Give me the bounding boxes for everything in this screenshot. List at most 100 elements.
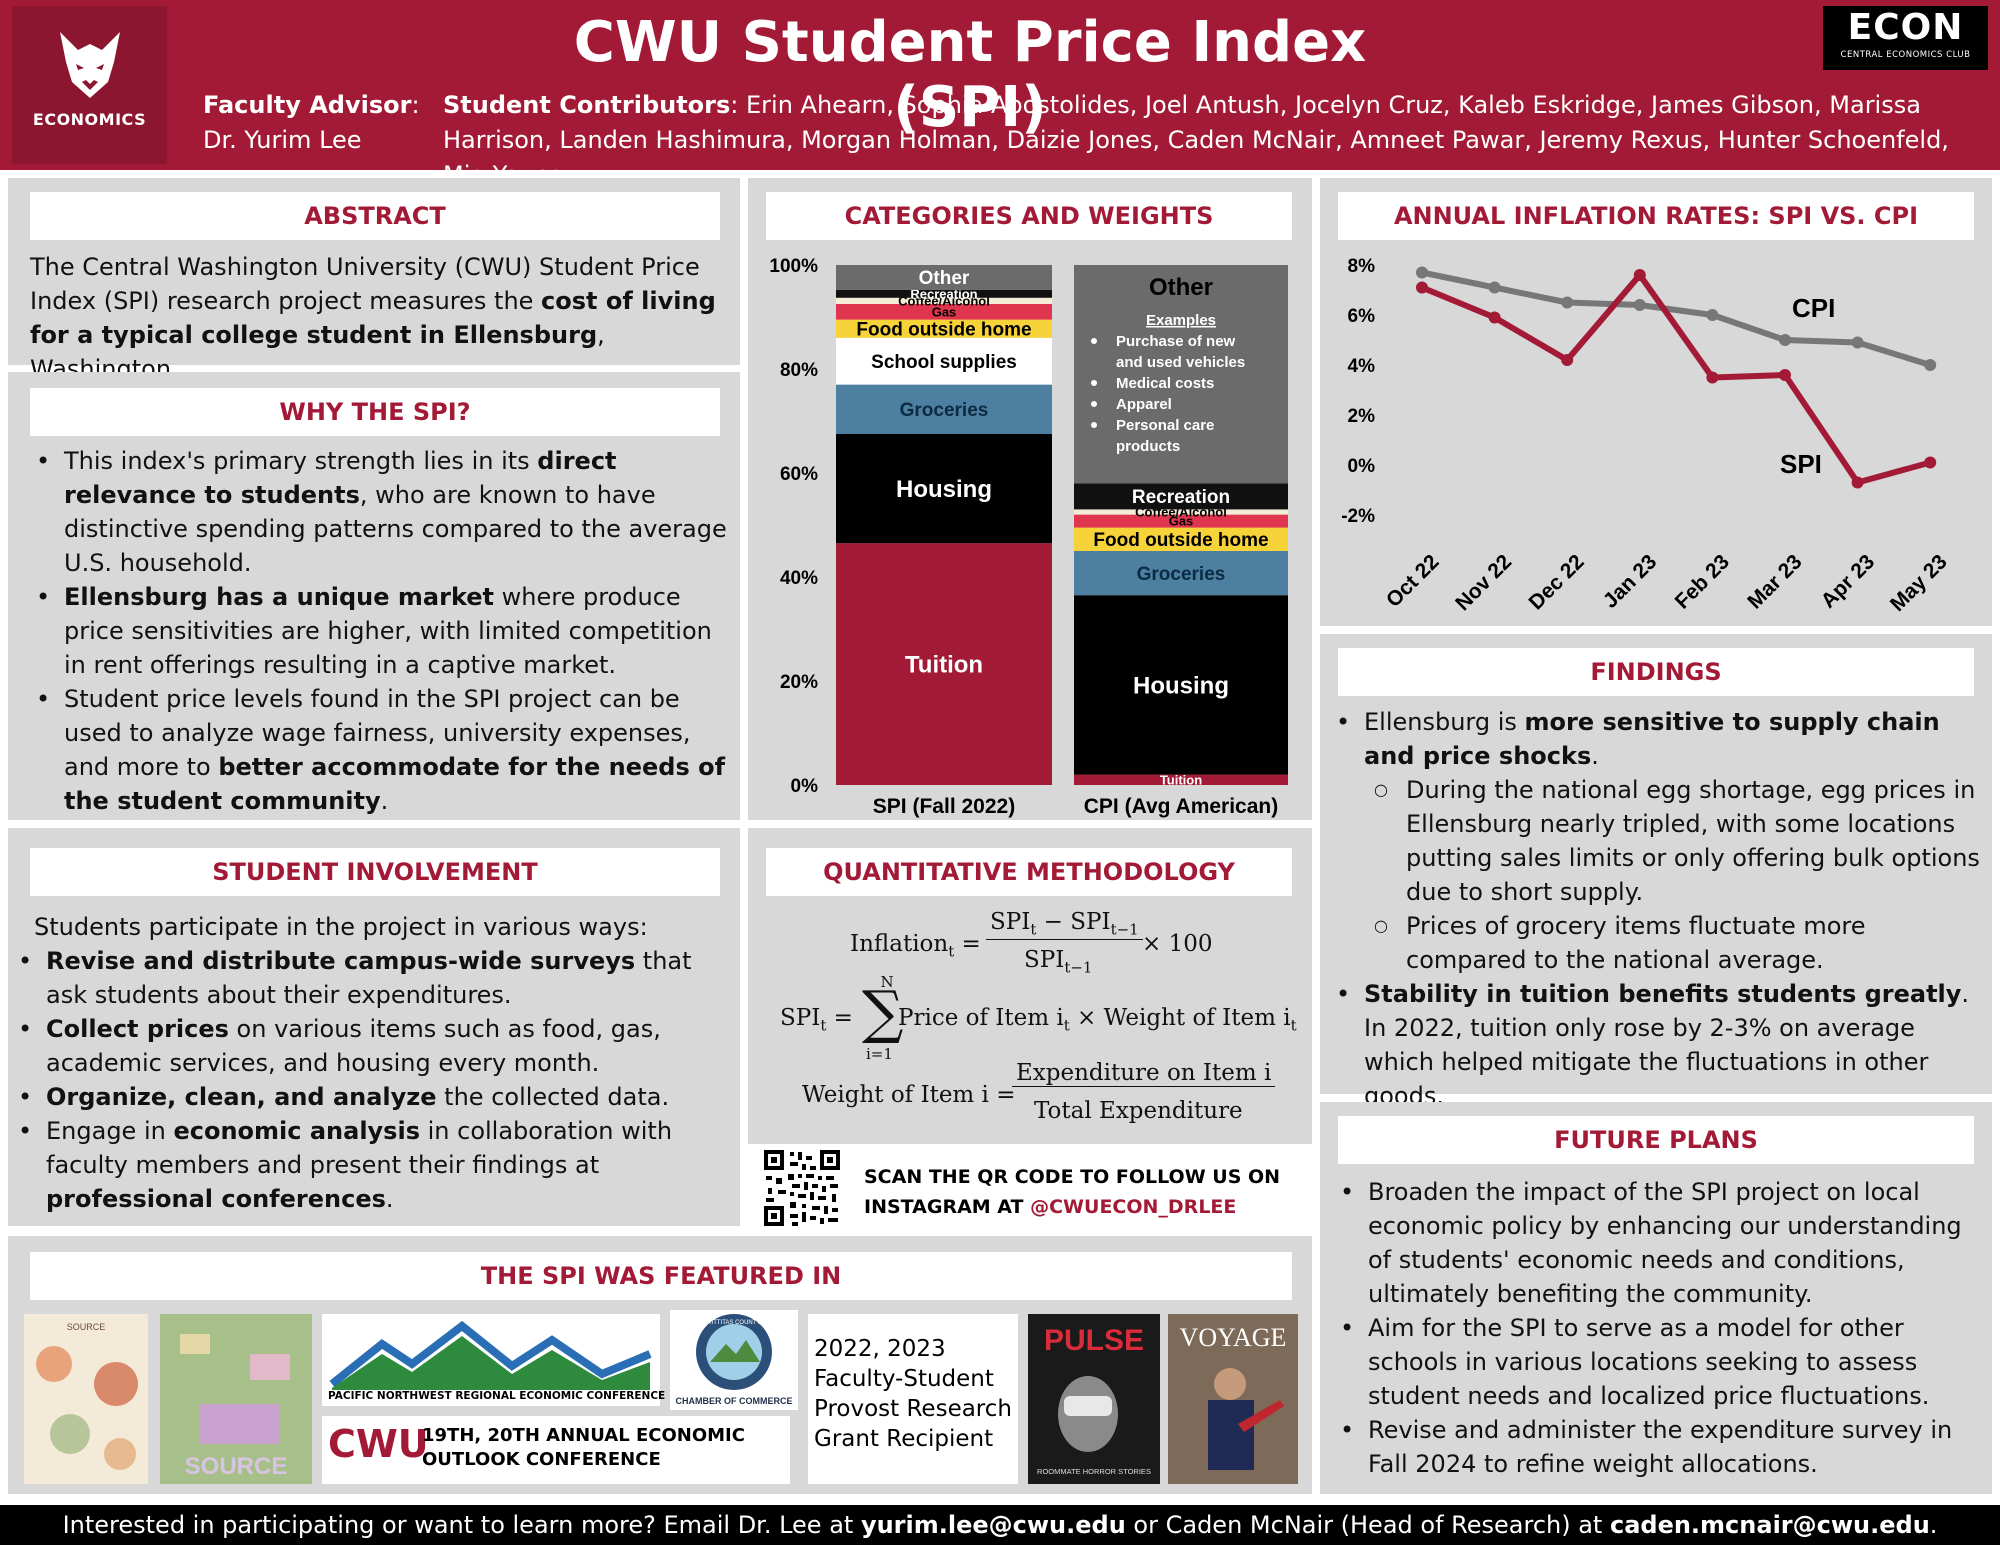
svg-text:KITTITAS COUNTY: KITTITAS COUNTY [708, 1320, 761, 1326]
data-point [1416, 281, 1428, 294]
bar-label: School supplies [871, 352, 1017, 373]
bar-label: Housing [896, 476, 992, 503]
bar-segment [1074, 483, 1288, 510]
y-tick-label: 100% [769, 256, 818, 277]
x-category-label: CPI (Avg American) [1084, 795, 1279, 818]
x-category-label: SPI (Fall 2022) [873, 795, 1015, 818]
pnw-label: PACIFIC NORTHWEST REGIONAL ECONOMIC CONF… [328, 1390, 666, 1402]
example-line: Apparel [1116, 396, 1172, 413]
cwu-wildcat-logo: ECONOMICS [12, 6, 167, 164]
y-tick-label: 60% [780, 464, 818, 485]
y-tick-label: 6% [1348, 306, 1376, 327]
method-title: QUANTITATIVE METHODOLOGY [766, 848, 1292, 896]
bullet-icon [1091, 401, 1097, 407]
bar-segment [1074, 509, 1288, 515]
featured-title: THE SPI WAS FEATURED IN [30, 1252, 1292, 1300]
list-item: Broaden the impact of the SPI project on… [1334, 1175, 1990, 1311]
bar-label: Food outside home [856, 319, 1031, 340]
list-item: Collect prices on various items such as … [12, 1012, 737, 1080]
involvement-title: STUDENT INVOLVEMENT [30, 848, 720, 896]
logo-label: ECONOMICS [32, 110, 147, 129]
example-item: Apparel [1116, 396, 1172, 413]
bar-segment [836, 384, 1052, 434]
student-contributors: Student Contributors: Erin Ahearn, Sophi… [443, 91, 1949, 189]
bar-segment [1074, 265, 1288, 484]
footer-contact: Interested in participating or want to l… [0, 1505, 2000, 1545]
data-point [1633, 299, 1646, 311]
series-line-spi [1420, 272, 1931, 486]
cwu-conference-logo: CWU 19TH, 20TH ANNUAL ECONOMIC OUTLOOK C… [322, 1416, 790, 1484]
list-item: Student price levels found in the SPI pr… [30, 682, 730, 818]
lee-email-link[interactable]: yurim.lee@cwu.edu [860, 1511, 1126, 1539]
bar-segment [836, 543, 1052, 785]
inflation-panel [1320, 178, 1992, 626]
bar-segment [836, 304, 1052, 320]
example-line: and used vehicles [1116, 354, 1245, 371]
example-line: Personal care [1116, 417, 1214, 434]
pulse-magazine-cover: PULSE ROOMMATE HORROR STORIES [1028, 1314, 1160, 1484]
y-tick-label: 40% [780, 568, 818, 589]
involvement-intro: Students participate in the project in v… [34, 913, 648, 941]
instagram-handle[interactable]: @CWUECON_DRLEE [1030, 1196, 1237, 1218]
why-list: This index's primary strength lies in it… [30, 444, 730, 818]
bar-label: Recreation [910, 286, 977, 301]
bar-label: Tuition [1160, 772, 1202, 787]
why-title: WHY THE SPI? [30, 388, 720, 436]
involvement-list: Students participate in the project in v… [18, 910, 737, 1216]
page-title: CWU Student Price Index (SPI) [573, 10, 1367, 140]
findings-list: Ellensburg is more sensitive to supply c… [1330, 705, 1990, 1113]
list-item: During the national egg shortage, egg pr… [1330, 773, 1990, 909]
bullet-icon [1091, 422, 1097, 428]
data-point [1488, 311, 1501, 324]
header: ECONOMICS CWU Student Price Index (SPI) … [0, 0, 2000, 189]
example-line: Medical costs [1116, 375, 1214, 392]
bar-segment [836, 289, 1052, 298]
advisor-name: Dr. Yurim Lee [203, 126, 362, 154]
bar-label: Gas [1169, 514, 1194, 529]
bar-label: Recreation [1132, 487, 1230, 508]
bar-segment [836, 337, 1052, 385]
bar-segment [1074, 514, 1288, 528]
contrib-names: Erin Ahearn, Sophia Apostolides, Joel An… [443, 91, 1949, 189]
svg-text:SOURCE: SOURCE [67, 1322, 106, 1332]
bar-segment [1074, 595, 1288, 775]
faculty-advisor: Faculty Advisor: Dr. Yurim Lee [203, 91, 420, 154]
y-tick-label: 0% [1348, 456, 1376, 477]
data-point [1706, 371, 1719, 384]
future-list: Broaden the impact of the SPI project on… [1334, 1175, 1990, 1481]
bar-label: Groceries [900, 400, 989, 421]
econ-logo-text: ECON [1847, 7, 1964, 48]
data-point [1561, 354, 1574, 366]
qr-caption: SCAN THE QR CODE TO FOLLOW US ON INSTAGR… [864, 1166, 1281, 1218]
y-tick-label: 2% [1348, 406, 1376, 427]
y-tick-label: 4% [1348, 356, 1376, 377]
x-tick-label: Feb 23 [1671, 550, 1734, 613]
series-label-spi: SPI [1780, 449, 1822, 479]
data-point [1633, 269, 1646, 281]
future-title: FUTURE PLANS [1338, 1116, 1974, 1164]
x-tick-label: Mar 23 [1743, 550, 1806, 613]
data-point [1924, 456, 1937, 469]
data-point [1924, 359, 1937, 371]
data-point [1706, 309, 1719, 321]
findings-title: FINDINGS [1338, 648, 1974, 696]
x-tick-label: Dec 22 [1525, 550, 1589, 614]
bullet-icon [1091, 338, 1097, 344]
bar-segment [836, 319, 1052, 338]
data-point [1561, 296, 1574, 309]
mcnair-email-link[interactable]: caden.mcnair@cwu.edu [1609, 1511, 1930, 1539]
svg-text:CHAMBER OF COMMERCE: CHAMBER OF COMMERCE [676, 1396, 793, 1406]
list-item: Prices of grocery items fluctuate more c… [1330, 909, 1990, 977]
svg-text:PULSE: PULSE [1044, 1324, 1144, 1357]
y-tick-label: -2% [1341, 506, 1375, 527]
series-label-cpi: CPI [1792, 293, 1835, 323]
list-item: Revise and distribute campus-wide survey… [12, 944, 737, 1012]
instagram-qr-code[interactable] [762, 1148, 842, 1228]
list-item: Engage in economic analysis in collabora… [12, 1114, 737, 1216]
x-tick-label: Jan 23 [1599, 550, 1662, 613]
contrib-label: Student Contributors [443, 91, 731, 119]
source-magazine-cover-1: SOURCE [24, 1314, 148, 1484]
other-title: Other [1149, 274, 1213, 301]
series-line-cpi [1421, 269, 1932, 368]
list-item: Ellensburg has a unique market where pro… [30, 580, 730, 682]
